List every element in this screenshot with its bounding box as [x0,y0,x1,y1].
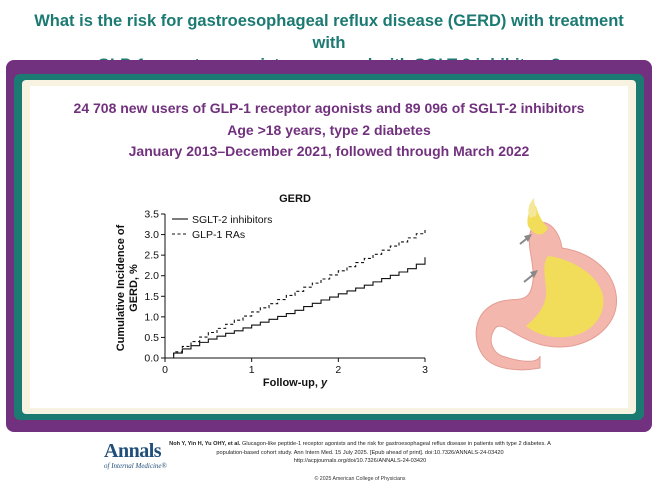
citation-url[interactable]: http://acpjournals.org/doi/10.7326/ANNAL… [293,458,427,464]
y-tick-label: 3.5 [144,209,159,221]
content-panel [30,86,628,408]
chart-legend: SGLT-2 inhibitors GLP-1 RAs [172,214,272,241]
y-axis-title-line-2: GERD, % [128,264,140,312]
reflux-arrowhead-lower [530,270,538,278]
chart-series [165,229,426,359]
x-tick-label: 0 [162,364,168,376]
reflux-flame-shape [528,198,537,218]
stomach-illustration [475,198,617,371]
series-line-glp-1-ras [165,229,426,359]
legend-label: GLP-1 RAs [192,229,245,241]
x-tick-label: 3 [422,364,428,376]
x-tick-label: 2 [335,364,341,376]
series-line-sglt-2-inhibitors [165,257,426,359]
study-age-line: Age >18 years, type 2 diabetes [227,122,431,138]
logo-subtitle: of Internal Medicine® [104,462,167,470]
reflux-arrowhead-upper [524,234,532,242]
y-tick-label: 1.0 [144,311,159,323]
headline-line-1: What is the risk for gastroesophageal re… [34,12,624,52]
y-tick-label: 3.0 [144,229,159,241]
y-tick-label: 1.5 [144,291,159,303]
chart-title: GERD [279,193,311,205]
y-tick-label: 0.5 [144,332,159,344]
x-axis-title: Follow-up, y [263,377,328,389]
y-axis-title-line-1: Cumulative Incidence of [115,224,127,351]
legend-label: SGLT-2 inhibitors [192,214,272,226]
logo-wordmark: Annals [104,440,162,462]
y-axis-title: Cumulative Incidence of GERD, % [115,224,140,351]
y-tick-label: 2.5 [144,250,159,262]
y-tick-label: 2.0 [144,270,159,282]
stomach-acid-shape [526,256,604,338]
annals-logo: Annals of Internal Medicine® [104,440,167,474]
citation-authors: Noh Y, Yin H, Yu OHY, et al. [169,441,241,447]
x-tick-label: 1 [249,364,255,376]
study-population-line: 24 708 new users of GLP-1 receptor agoni… [73,100,585,116]
copyright: © 2025 American College of Physicians [314,476,406,482]
study-period-line: January 2013–December 2021, followed thr… [128,143,530,159]
chart-axes: 0.0 0.5 1.0 1.5 2.0 2.5 3.0 3.5 0 1 2 3 [144,209,428,377]
y-tick-label: 0.0 [144,353,159,365]
citation-text: Glucagon-like peptide-1 receptor agonist… [216,441,551,456]
citation: Noh Y, Yin H, Yu OHY, et al. Glucagon-li… [160,440,560,466]
